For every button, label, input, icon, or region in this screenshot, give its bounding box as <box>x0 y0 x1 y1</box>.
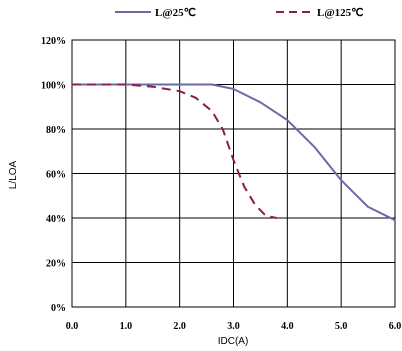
x-tick-labels: 0.0 1.0 2.0 3.0 4.0 5.0 6.0 <box>66 321 402 332</box>
x-tick-label: 5.0 <box>335 321 348 332</box>
y-tick-label: 120% <box>41 36 66 47</box>
grid <box>71 39 396 308</box>
y-tick-label: 40% <box>46 214 66 225</box>
x-tick-label: 6.0 <box>389 321 402 332</box>
legend-label-l-25: L@25℃ <box>155 7 196 19</box>
y-tick-label: 60% <box>46 170 66 181</box>
x-tick-label: 1.0 <box>120 321 133 332</box>
y-tick-label: 80% <box>46 125 66 136</box>
y-tick-label: 0% <box>51 303 66 314</box>
series-line-l-125 <box>72 83 277 219</box>
y-axis-label: L/LOA <box>8 161 19 190</box>
x-axis-label: IDC(A) <box>218 336 249 347</box>
plot-frame <box>71 39 396 308</box>
x-tick-label: 2.0 <box>173 321 186 332</box>
x-tick-label: 0.0 <box>66 321 79 332</box>
legend: L@25℃ L@125℃ <box>115 7 363 19</box>
series-line-l-25 <box>72 83 396 222</box>
y-tick-label: 20% <box>46 259 66 270</box>
x-tick-label: 3.0 <box>227 321 240 332</box>
legend-label-l-125: L@125℃ <box>317 7 363 19</box>
x-tick-label: 4.0 <box>281 321 294 332</box>
y-tick-labels: 0% 20% 40% 60% 80% 100% 120% <box>41 36 66 314</box>
y-tick-label: 100% <box>41 81 66 92</box>
series-lines <box>72 83 396 222</box>
